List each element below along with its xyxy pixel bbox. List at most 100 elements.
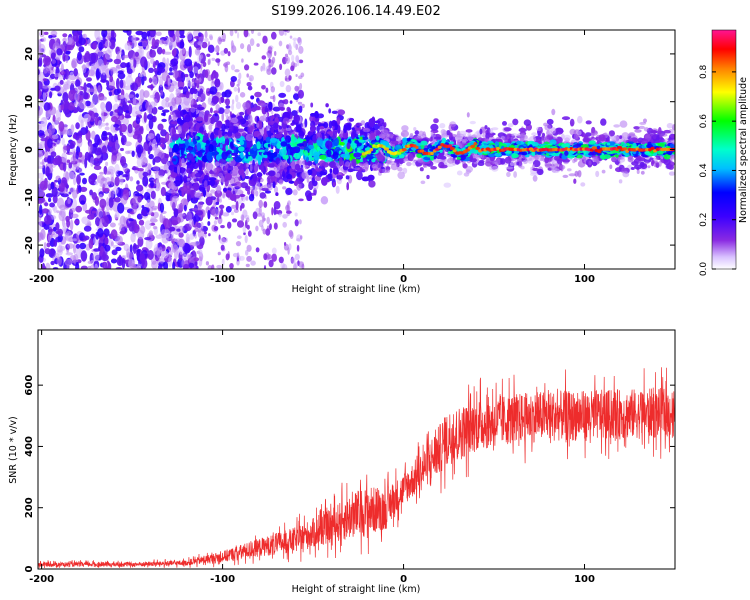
spectrogram-cell	[76, 30, 83, 36]
spectrogram-cell	[58, 182, 65, 193]
spectrogram-cell	[263, 253, 268, 261]
spectrogram-cell	[156, 31, 162, 37]
spectrogram-cell	[56, 256, 62, 266]
spectrogram-cell	[79, 186, 88, 192]
spectrogram-cell	[255, 207, 261, 214]
spectrogram-cell	[147, 85, 155, 89]
spectrogram-cell	[134, 130, 141, 135]
spectrogram-cell	[268, 259, 274, 268]
spectrogram-cell	[286, 30, 290, 33]
spectrogram-cell	[136, 180, 140, 185]
spectrogram-cell	[186, 211, 193, 222]
spectrogram-cell	[48, 197, 52, 203]
spectrogram-cell	[319, 125, 325, 130]
spectrogram-cell	[295, 74, 298, 77]
spectrogram-cell	[91, 192, 98, 200]
spectrogram-cell	[279, 80, 285, 88]
spectrogram-cell	[203, 188, 206, 198]
spectrogram-cell	[172, 158, 177, 162]
spectrogram-cell	[346, 142, 351, 150]
spectrogram-cell	[223, 61, 229, 69]
spectrogram-cell	[271, 253, 278, 262]
spectrogram-cell	[87, 38, 92, 46]
spectrogram-cell	[147, 36, 153, 45]
spectrogram-cell	[43, 55, 51, 66]
spectrogram-cell	[200, 63, 203, 70]
spectrogram-cell	[56, 48, 63, 56]
spectrogram-cell	[240, 43, 245, 50]
spectrogram-cell	[191, 156, 196, 163]
spectrogram-cell	[82, 63, 87, 74]
spectrogram-cell	[187, 194, 192, 202]
spectrogram-cell	[161, 98, 167, 109]
spectrogram-cell	[198, 161, 203, 171]
spectrogram-cell	[234, 69, 240, 73]
spectrogram-cell	[345, 124, 352, 131]
spectrogram-cell	[159, 257, 165, 264]
spectrogram-cell	[38, 260, 41, 269]
spectrogram-cell	[179, 30, 185, 37]
spectrogram-cell	[283, 99, 289, 105]
spectrogram-cell	[93, 165, 102, 171]
spectrogram-cell	[124, 141, 132, 147]
spectrogram-cell	[170, 172, 178, 178]
spectrogram-cell	[41, 208, 50, 214]
spectrogram-cell	[60, 104, 64, 111]
spectrogram-cell	[54, 155, 62, 165]
spectrogram-cell	[211, 264, 215, 269]
spectrogram-cell	[205, 162, 214, 171]
spectrogram-cell	[251, 107, 257, 112]
spectrogram-cell	[176, 228, 181, 232]
spectrogram-cell	[49, 202, 55, 208]
spectrogram-cell	[259, 192, 267, 199]
spectrogram-cell	[163, 51, 172, 55]
spectrogram-cell	[63, 222, 67, 233]
spectrogram-cell	[210, 189, 216, 194]
spectrogram-cell	[199, 54, 204, 60]
spectrogram-cell	[46, 181, 51, 190]
spectrogram-cell	[97, 85, 101, 94]
spectrogram-cell	[311, 176, 315, 184]
spectrogram-cell	[155, 133, 161, 143]
spectrogram-cell	[374, 120, 381, 124]
spectrogram-cell	[88, 238, 94, 249]
spectrogram-cell	[364, 162, 369, 170]
spectrogram-cell	[218, 204, 225, 209]
spectrogram-cell	[196, 142, 201, 151]
spectrogram-cell	[48, 109, 53, 115]
spectrogram-cell	[235, 94, 239, 103]
spectrogram-cell	[54, 37, 60, 44]
spectrogram-cell	[187, 81, 194, 87]
spectrogram-cell	[419, 167, 424, 172]
spectrogram-cell	[96, 37, 101, 41]
spectrogram-cell	[152, 225, 158, 230]
spectrogram-cell	[220, 244, 225, 251]
spectrogram-cell	[104, 40, 112, 48]
spectrogram-cell	[99, 182, 107, 188]
spectrogram-cell	[339, 142, 345, 146]
spectrogram-cell	[245, 133, 254, 142]
spectrogram-cell	[168, 181, 176, 189]
spectrogram-cell	[168, 226, 176, 232]
spectrogram-cell	[106, 80, 110, 87]
spectrogram-cell	[227, 51, 231, 57]
spectrogram-cell	[174, 36, 181, 43]
spectrogram-cell	[173, 208, 179, 218]
spectrogram-cell	[332, 167, 339, 175]
spectrogram-cell	[50, 52, 56, 59]
spectrogram-cell	[140, 56, 148, 68]
spectrogram-cell	[94, 263, 99, 269]
spectrogram-cell	[237, 78, 241, 85]
spectrogram-cell	[287, 200, 291, 206]
spectrogram-cell	[282, 154, 289, 160]
spectrogram-cell	[187, 135, 190, 140]
spectrogram-cell	[257, 133, 263, 140]
spectrogram-cell	[79, 167, 83, 174]
spectrogram-cell	[148, 77, 153, 84]
spectrogram-cell	[245, 151, 249, 159]
spectrogram-cell	[179, 47, 186, 55]
spectrogram-cell	[110, 176, 114, 186]
spectrogram-cell	[102, 251, 106, 260]
spectrogram-cell	[72, 31, 79, 42]
